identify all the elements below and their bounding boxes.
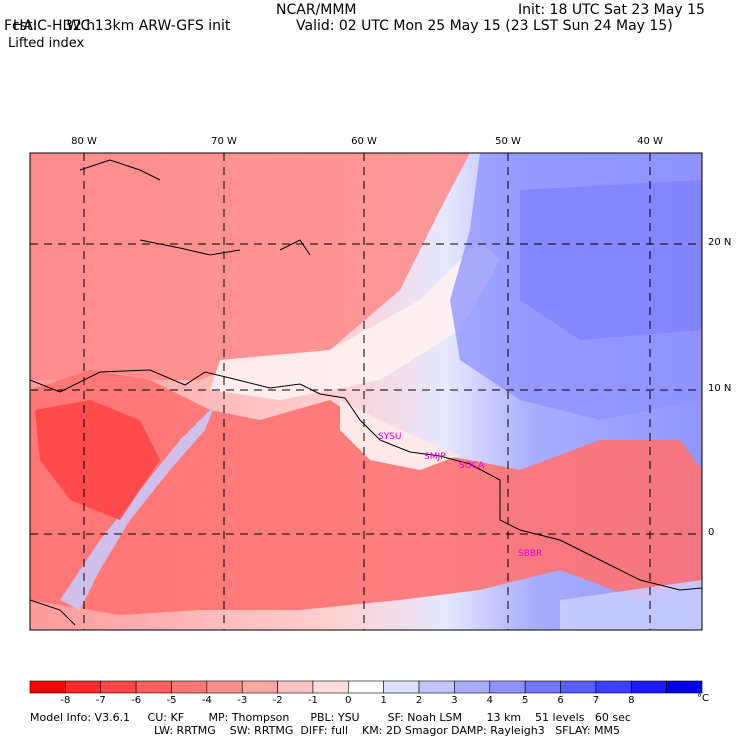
lon-label-70w: 70 W <box>211 136 237 147</box>
colorbar-tick-label: 3 <box>451 695 458 706</box>
station-smjp: SMJP <box>424 452 446 462</box>
lat-label-eq: 0 <box>708 527 715 538</box>
colorbar-swatch <box>560 680 597 694</box>
colorbar-swatch <box>666 680 703 694</box>
model-physics: LW: RRTMG SW: RRTMG DIFF: full KM: 2D Sm… <box>154 724 620 737</box>
forecast-hours: 32 h <box>64 18 96 34</box>
colorbar <box>29 680 703 694</box>
colorbar-swatch <box>595 680 632 694</box>
colorbar-swatch <box>65 680 102 694</box>
colorbar-swatch <box>171 680 208 694</box>
lon-label-60w: 60 W <box>351 136 377 147</box>
coastlines <box>30 159 702 626</box>
colorbar-tick-label: 0 <box>345 695 352 706</box>
colorbar-swatch <box>312 680 349 694</box>
colorbar-unit: °C <box>697 693 709 704</box>
colorbar-swatch <box>489 680 526 694</box>
colorbar-tick-label: 5 <box>521 695 529 706</box>
station-sbbr: SBBR <box>518 549 543 559</box>
colorbar-tick-label: -4 <box>201 695 212 706</box>
lon-label-80w: 80 W <box>71 136 97 147</box>
colorbar-tick-label: 1 <box>380 695 387 706</box>
lat-label-10n: 10 N <box>708 383 732 394</box>
colorbar-tick-label: 6 <box>557 695 564 706</box>
station-sysu: SYSU <box>378 432 402 442</box>
model-title: HAIC-HIWC 13km ARW-GFS init <box>12 18 231 34</box>
colorbar-tick-label: -3 <box>237 695 248 706</box>
field-name: Lifted index <box>8 36 85 51</box>
colorbar-swatch <box>206 680 243 694</box>
colorbar-swatch <box>418 680 455 694</box>
colorbar-swatch <box>630 680 667 694</box>
colorbar-swatch <box>135 680 172 694</box>
graticule <box>30 153 702 630</box>
colorbar-swatch <box>383 680 420 694</box>
colorbar-swatch <box>241 680 278 694</box>
lon-label-40w: 40 W <box>637 136 663 147</box>
lat-label-20n: 20 N <box>708 237 732 248</box>
map-title: HAIC-HIWC 13km ARW-GFS init <box>4 2 231 34</box>
colorbar-tick-label: -7 <box>95 695 106 706</box>
colorbar-swatch <box>454 680 491 694</box>
org-label: NCAR/MMM <box>276 2 357 18</box>
colorbar-swatch <box>100 680 137 694</box>
colorbar-tick-label: 8 <box>628 695 635 706</box>
colorbar-swatch <box>524 680 561 694</box>
forecast-label: Fcst: <box>4 18 38 34</box>
colorbar-tick-label: -1 <box>307 695 318 706</box>
colorbar-swatch <box>348 680 384 694</box>
map-frame <box>29 152 703 631</box>
colorbar-swatch <box>277 680 314 694</box>
colorbar-tick-label: -8 <box>60 695 71 706</box>
colorbar-tick-label: -6 <box>131 695 142 706</box>
lon-label-50w: 50 W <box>495 136 521 147</box>
station-soca: SOCA <box>459 461 485 471</box>
colorbar-tick-label: 7 <box>592 695 600 706</box>
colorbar-tick-label: -2 <box>272 695 283 706</box>
colorbar-tick-label: -5 <box>166 695 177 706</box>
model-info: Model Info: V3.6.1 CU: KF MP: Thompson P… <box>30 711 631 724</box>
field-shading <box>30 153 702 630</box>
colorbar-tick-label: 2 <box>415 695 423 706</box>
colorbar-swatch <box>29 680 66 694</box>
valid-time: Valid: 02 UTC Mon 25 May 15 (23 LST Sun … <box>296 18 673 34</box>
colorbar-tick-label: 4 <box>486 695 493 706</box>
init-time: Init: 18 UTC Sat 23 May 15 <box>518 2 705 18</box>
